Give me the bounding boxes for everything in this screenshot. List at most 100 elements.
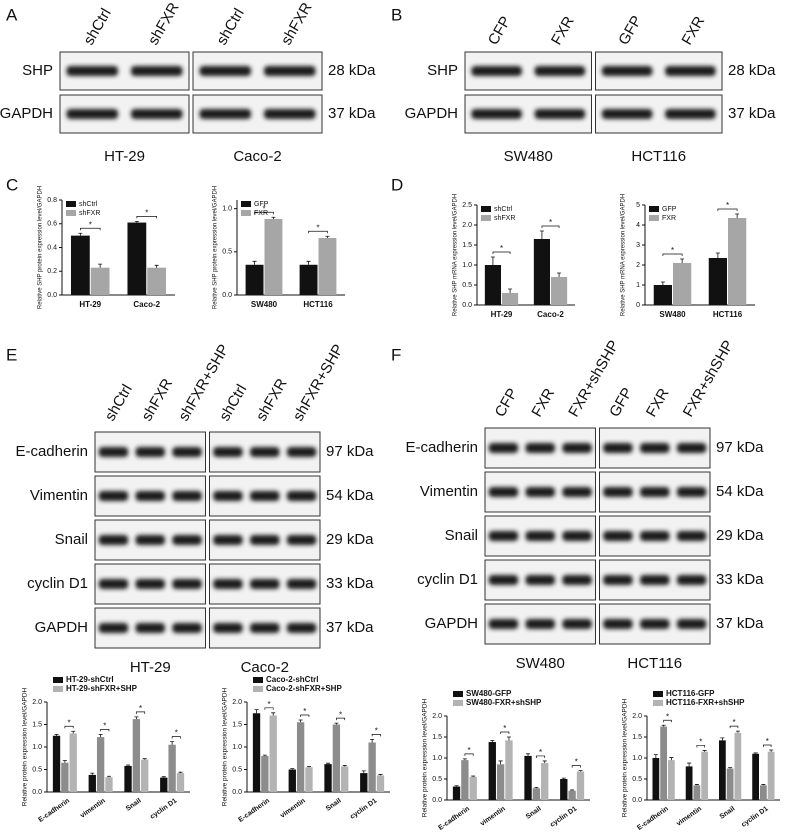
bar bbox=[96, 737, 105, 792]
lane-label: shCtrl bbox=[216, 382, 250, 424]
size-label: 28 kDa bbox=[728, 62, 776, 79]
error-bar bbox=[71, 730, 76, 734]
row-label: Snail bbox=[55, 531, 88, 548]
band bbox=[130, 109, 183, 119]
y-axis-label: Relative protein expression level/GAPDH bbox=[422, 698, 429, 817]
band bbox=[525, 443, 555, 453]
significance-bracket bbox=[254, 211, 274, 215]
band bbox=[525, 619, 555, 629]
bar bbox=[324, 764, 332, 792]
panel-label: D bbox=[391, 175, 403, 194]
lane-label: CFP bbox=[485, 14, 515, 48]
significance-label: * bbox=[89, 220, 92, 229]
size-label: 29 kDa bbox=[716, 527, 764, 544]
x-tick-label: vimentin bbox=[675, 805, 703, 827]
band bbox=[603, 487, 633, 497]
error-bar bbox=[90, 772, 95, 775]
significance-label: * bbox=[575, 758, 578, 767]
row-label: Vimentin bbox=[420, 483, 478, 500]
band bbox=[676, 487, 707, 497]
x-tick-label: Snail bbox=[125, 797, 143, 812]
bar bbox=[70, 235, 90, 295]
band bbox=[98, 447, 129, 457]
error-bar bbox=[660, 281, 665, 285]
significance-bracket bbox=[662, 253, 683, 256]
y-tick-label: 1.0 bbox=[462, 262, 472, 269]
band bbox=[130, 66, 183, 76]
lane-label: shCtrl bbox=[102, 382, 136, 424]
error-bar bbox=[498, 760, 503, 765]
bar bbox=[484, 265, 501, 305]
error-bar bbox=[161, 776, 166, 778]
y-tick-label: 0.4 bbox=[47, 244, 57, 251]
x-tick-label: E-cadherin bbox=[437, 805, 471, 831]
bar bbox=[288, 769, 296, 792]
band bbox=[676, 619, 707, 629]
band bbox=[286, 491, 317, 501]
bar bbox=[69, 733, 77, 792]
significance-label: * bbox=[375, 726, 378, 735]
x-tick-label: E-cadherin bbox=[237, 797, 271, 823]
legend-label: HCT116-FXR+shSHP bbox=[666, 698, 745, 707]
bar bbox=[708, 258, 727, 305]
row-label: E-cadherin bbox=[15, 443, 88, 460]
error-bar bbox=[271, 216, 276, 219]
significance-label: * bbox=[262, 204, 265, 213]
y-tick-label: 1.5 bbox=[32, 721, 42, 728]
x-tick-label: Caco-2 bbox=[537, 310, 564, 319]
band bbox=[562, 531, 592, 541]
cell-line-label: HT-29 bbox=[130, 659, 171, 676]
band bbox=[135, 535, 165, 545]
error-bar bbox=[298, 719, 303, 723]
band bbox=[603, 575, 633, 585]
error-bar bbox=[78, 232, 83, 236]
band bbox=[135, 447, 165, 457]
error-bar bbox=[534, 787, 539, 789]
legend-label: HT-29-shFXR+SHP bbox=[66, 684, 138, 693]
x-tick-label: vimentin bbox=[79, 797, 107, 819]
lane-label: GFP bbox=[615, 13, 645, 48]
band bbox=[676, 443, 707, 453]
x-tick-label: HT-29 bbox=[491, 310, 513, 319]
x-tick-label: E-cadherin bbox=[37, 797, 71, 823]
legend-swatch bbox=[53, 677, 63, 683]
legend-swatch bbox=[453, 691, 463, 697]
lane-label: FXR bbox=[528, 385, 558, 420]
lane-label: shFXR bbox=[138, 376, 176, 424]
error-bar bbox=[653, 754, 658, 758]
x-tick-label: cyclin D1 bbox=[740, 805, 769, 828]
y-tick-label: 1.5 bbox=[232, 721, 242, 728]
legend-swatch bbox=[649, 206, 659, 212]
significance-bracket bbox=[336, 717, 346, 721]
error-bar bbox=[735, 213, 740, 218]
size-label: 28 kDa bbox=[328, 62, 376, 79]
legend-label: HT-29-shCtrl bbox=[66, 675, 114, 684]
lane-label: GFP bbox=[606, 385, 636, 420]
bar bbox=[524, 755, 532, 800]
y-tick-label: 4 bbox=[636, 222, 640, 229]
error-bar bbox=[142, 758, 147, 760]
band bbox=[488, 575, 519, 585]
significance-bracket bbox=[541, 225, 560, 228]
x-tick-label: Caco-2 bbox=[133, 300, 160, 309]
y-axis-label: Relative protein expression level/GAPDH bbox=[222, 687, 229, 806]
band bbox=[135, 623, 165, 633]
significance-label: * bbox=[671, 246, 674, 255]
band bbox=[601, 66, 653, 76]
error-bar bbox=[334, 722, 339, 725]
lane-label: shFXR bbox=[145, 0, 183, 48]
panel-label: C bbox=[6, 175, 18, 194]
error-bar bbox=[325, 235, 330, 238]
error-bar bbox=[290, 768, 295, 770]
panel-label: B bbox=[391, 5, 402, 24]
band bbox=[603, 443, 633, 453]
lane-label: shFXR+SHP bbox=[290, 341, 347, 424]
legend-label: GFP bbox=[254, 201, 269, 208]
error-bar bbox=[526, 753, 531, 756]
band bbox=[213, 579, 243, 589]
significance-label: * bbox=[267, 700, 270, 709]
y-tick-label: 3 bbox=[636, 242, 640, 249]
bar bbox=[502, 293, 519, 305]
y-tick-label: 1.0 bbox=[232, 744, 242, 751]
